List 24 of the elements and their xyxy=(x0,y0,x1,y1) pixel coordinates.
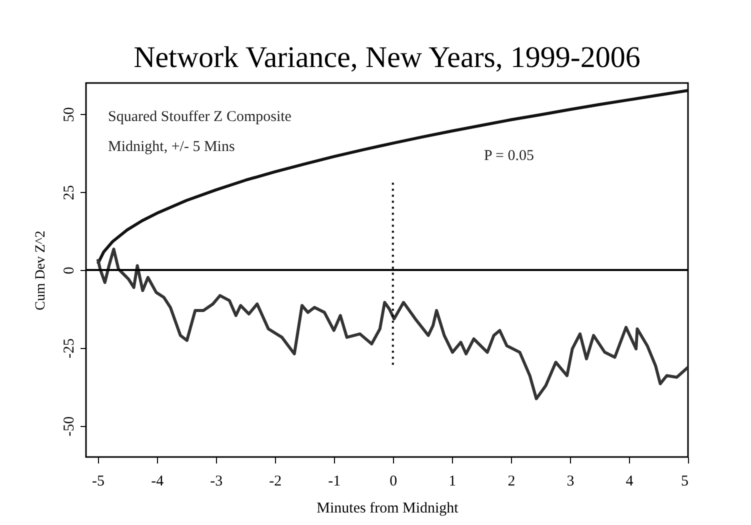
x-tick-label: 5 xyxy=(681,474,688,490)
x-tick-label: 1 xyxy=(448,474,456,490)
x-tick-label: -2 xyxy=(269,474,282,490)
x-tick-label: -5 xyxy=(92,474,105,490)
annotation: Squared Stouffer Z Composite xyxy=(108,109,292,125)
chart-title: Network Variance, New Years, 1999-2006 xyxy=(134,41,640,74)
x-tick-label: 2 xyxy=(508,474,516,490)
line-series xyxy=(96,248,688,400)
x-axis-title: Minutes from Midnight xyxy=(316,500,460,516)
x-tick-label: -3 xyxy=(210,474,223,490)
x-tick-label: 3 xyxy=(566,474,574,490)
x-tick-label: -1 xyxy=(328,474,341,490)
y-tick-label: 0 xyxy=(62,266,78,274)
y-tick-label: 25 xyxy=(62,185,78,200)
x-tick-label: -4 xyxy=(151,474,164,490)
x-tick-label: 4 xyxy=(626,474,634,490)
x-tick-label: 0 xyxy=(390,474,398,490)
y-tick-label: -25 xyxy=(62,338,78,358)
line-series xyxy=(96,88,688,266)
y-tick-label: 50 xyxy=(62,107,78,122)
y-tick-label: -50 xyxy=(62,416,78,436)
annotation: P = 0.05 xyxy=(484,148,534,164)
y-axis-title: Cum Dev Z^2 xyxy=(34,230,48,310)
annotation: Midnight, +/- 5 Mins xyxy=(108,139,235,155)
